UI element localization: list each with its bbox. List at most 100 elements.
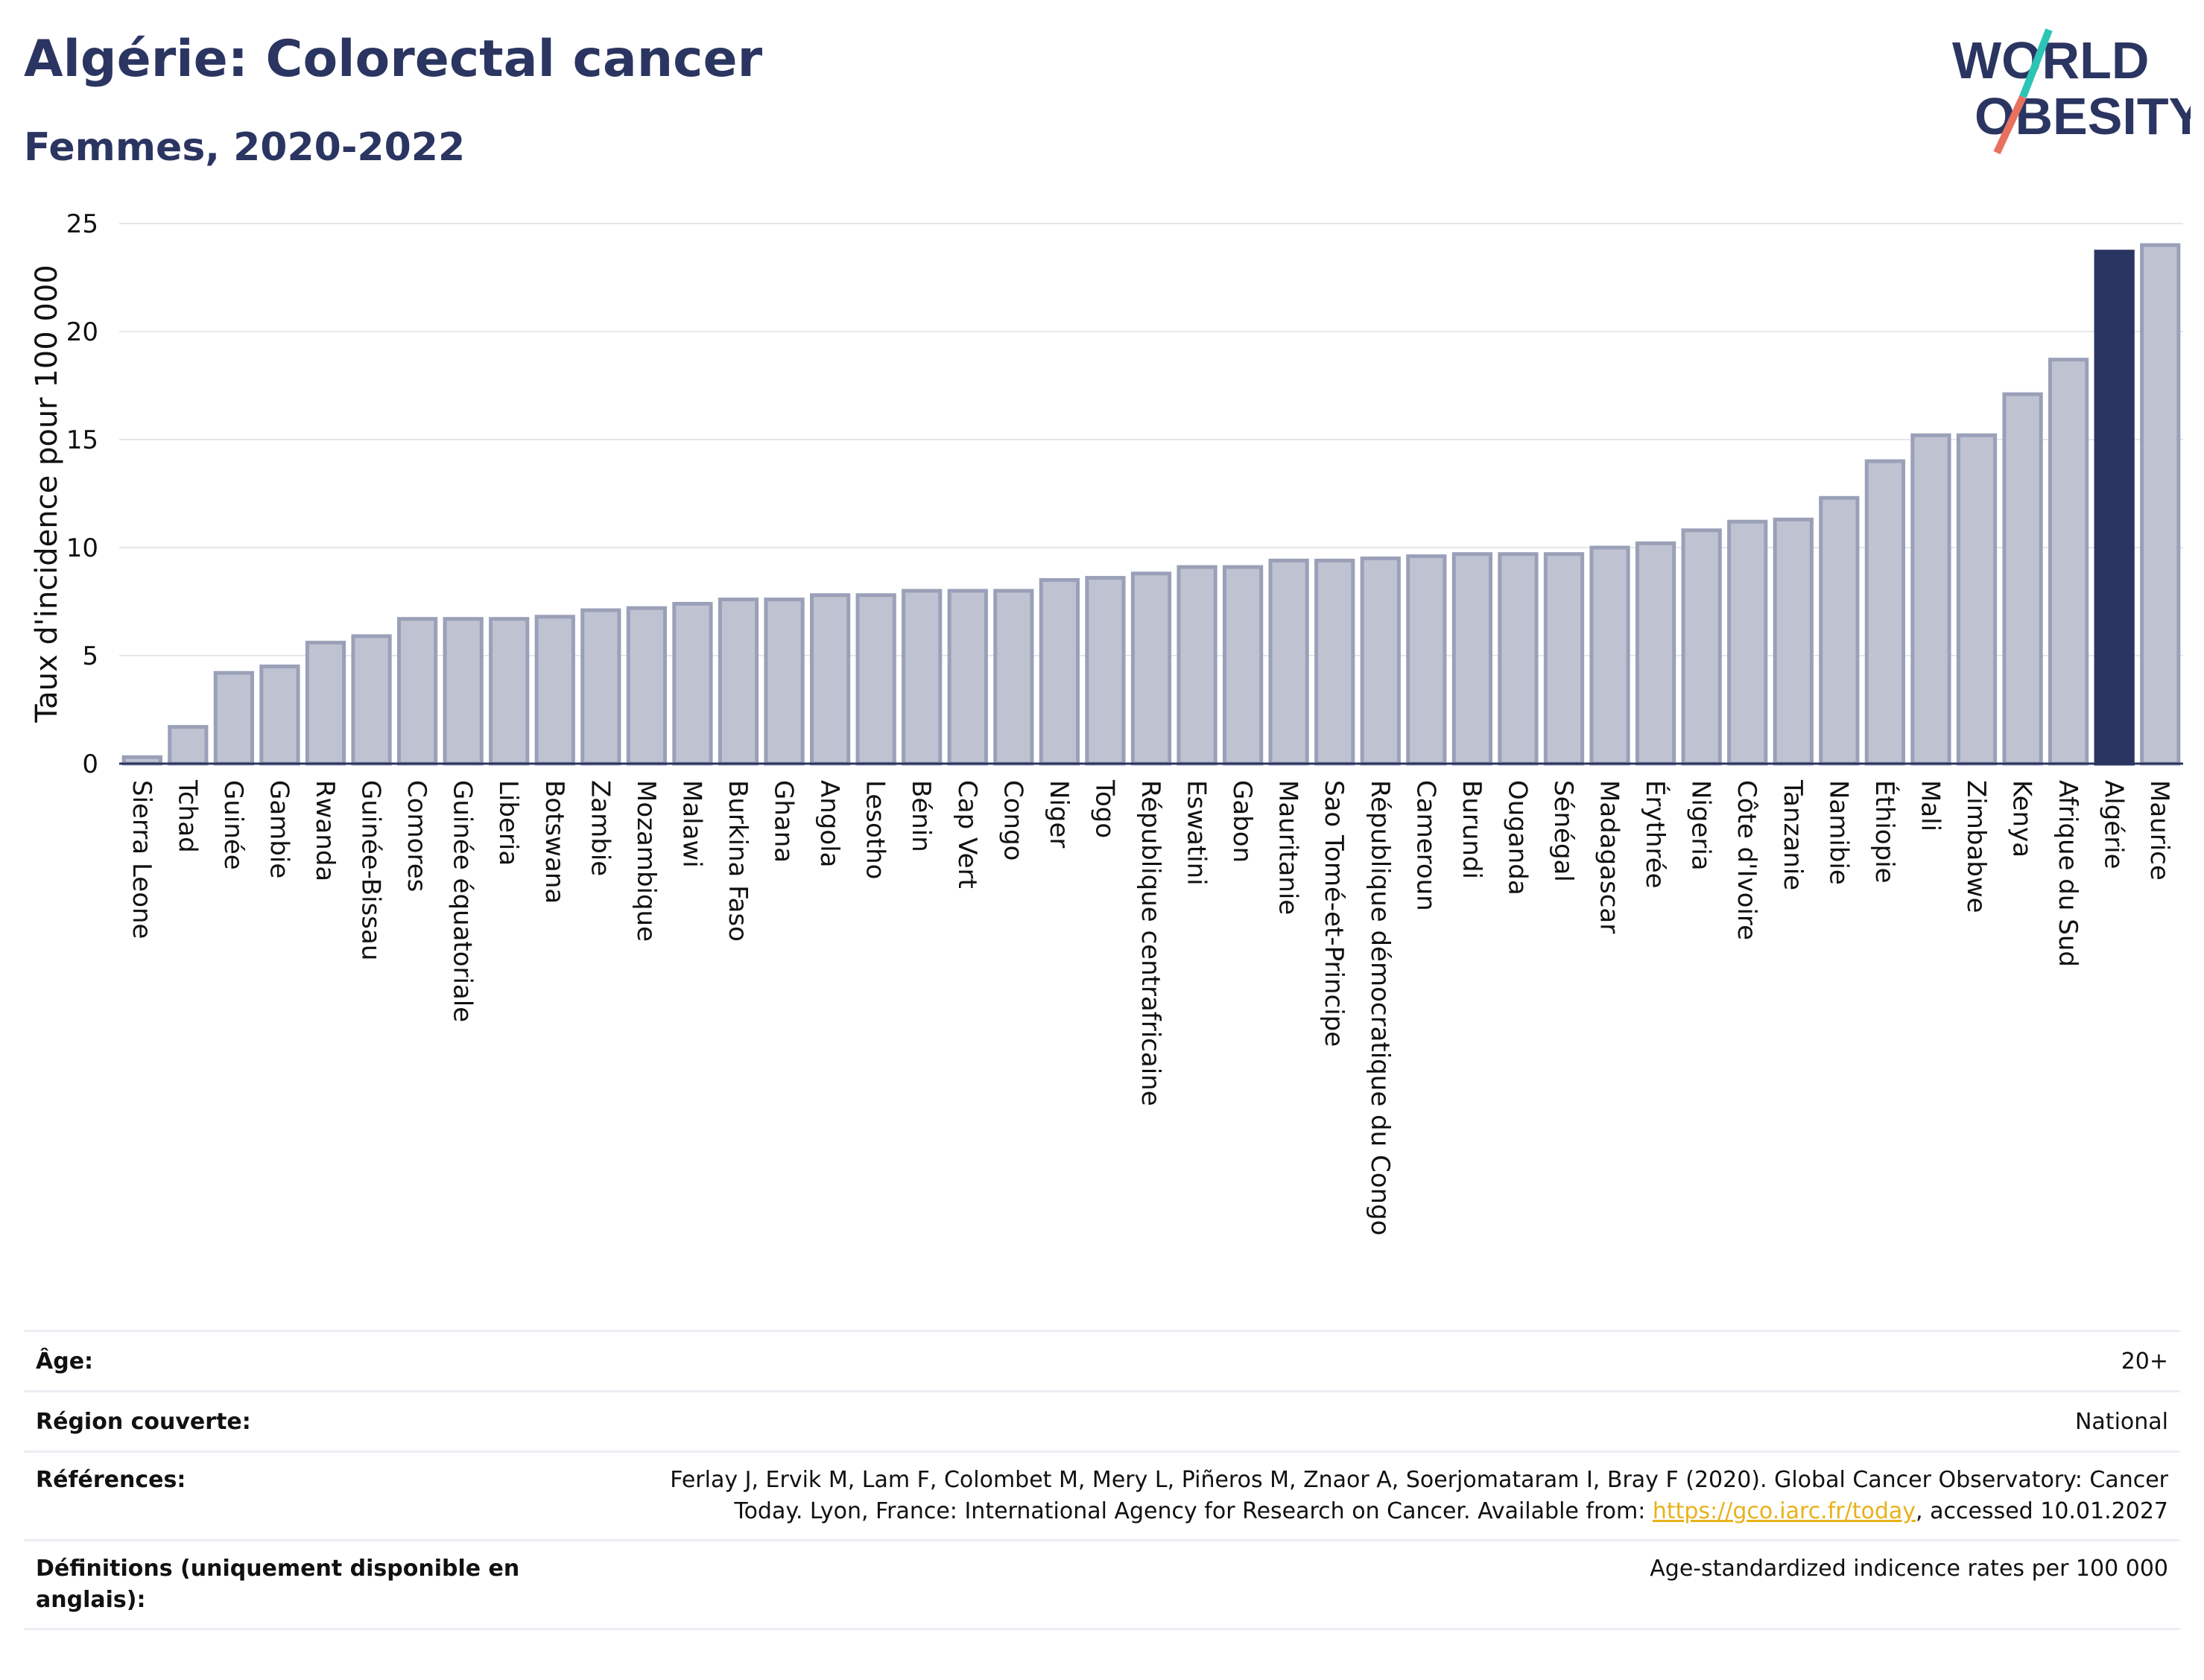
- x-tick-label: Burkina Faso: [723, 780, 753, 942]
- chart-title: Algérie: Colorectal cancer: [24, 30, 763, 89]
- x-tick-label: Nigeria: [1686, 780, 1716, 871]
- x-tick-label: Angola: [814, 780, 844, 867]
- x-tick-label: Maurice: [2144, 780, 2174, 881]
- bar-gambie: [259, 665, 300, 766]
- age-label: Âge:: [36, 1348, 94, 1375]
- bar-cameroun: [1406, 554, 1447, 766]
- world-obesity-logo: WORLD OBESITY: [1952, 28, 2191, 155]
- bar-eswatini: [1177, 565, 1217, 766]
- x-tick-label: République centrafricaine: [1136, 780, 1165, 1106]
- x-tick-label: Malawi: [677, 780, 706, 868]
- x-tick-label: Guinée: [218, 780, 248, 870]
- x-tick-label: Botswana: [539, 780, 569, 904]
- x-tick-label: Zambie: [585, 780, 615, 876]
- bar-r-publique-centrafricaine: [1130, 571, 1172, 766]
- bar--rythr-e: [1635, 541, 1676, 766]
- x-tick-label: Togo: [1089, 779, 1119, 838]
- x-tick-label: Mozambique: [631, 780, 661, 942]
- bar-comores: [396, 617, 438, 766]
- x-tick-label: Gabon: [1227, 780, 1257, 863]
- x-tick-label: Érythrée: [1640, 780, 1671, 889]
- x-tick-label: Éthiopie: [1869, 780, 1900, 884]
- x-tick-label: Cap Vert: [952, 780, 982, 889]
- bar-botswana: [534, 615, 575, 766]
- references-link[interactable]: https://gco.iarc.fr/today: [1652, 1498, 1916, 1524]
- bar-nigeria: [1681, 528, 1722, 766]
- references-text-2: Today. Lyon, France: International Agenc…: [734, 1498, 1646, 1524]
- x-tick-label: Mauritanie: [1273, 780, 1303, 915]
- meta-row-age: Âge: 20+: [24, 1330, 2180, 1390]
- metadata-table: Âge: 20+ Région couverte: National Référ…: [24, 1330, 2180, 1630]
- x-tick-label: Algérie: [2099, 780, 2129, 869]
- bar-congo: [993, 589, 1034, 766]
- age-value: 20+: [2121, 1348, 2168, 1375]
- region-value: National: [2074, 1408, 2168, 1435]
- bar-b-nin: [902, 589, 943, 766]
- x-tick-label: Madagascar: [1595, 780, 1624, 933]
- bar-namibie: [1819, 495, 1860, 766]
- x-tick-label: Sénégal: [1548, 780, 1578, 882]
- x-tick-label: Zimbabwe: [1961, 780, 1991, 913]
- bar-sao-tom-et-principe: [1314, 558, 1355, 766]
- meta-row-region: Région couverte: National: [24, 1390, 2180, 1451]
- references-text-3: , accessed 10.01.2027: [1916, 1498, 2168, 1524]
- bar-togo: [1085, 576, 1126, 766]
- bar-ouganda: [1498, 552, 1539, 766]
- logo-slash-teal: [2019, 28, 2053, 98]
- bar-mauritanie: [1268, 558, 1309, 766]
- x-tick-label: Gambie: [264, 780, 294, 878]
- meta-row-references: Références: Ferlay J, Ervik M, Lam F, Co…: [24, 1451, 2180, 1539]
- bar-madagascar: [1589, 545, 1630, 766]
- x-tick-label: Congo: [998, 780, 1027, 860]
- x-tick-label: République démocratique du Congo: [1365, 780, 1395, 1235]
- bar-alg-rie: [2094, 250, 2135, 766]
- x-tick-label: Guinée équatoriale: [448, 780, 478, 1022]
- bar-mali: [1910, 433, 1951, 766]
- bar-mozambique: [626, 606, 668, 766]
- bar-cap-vert: [947, 589, 988, 766]
- references-value: Ferlay J, Ervik M, Lam F, Colombet M, Me…: [554, 1465, 2180, 1527]
- definitions-value: Age-standardized indicence rates per 100…: [1650, 1556, 2168, 1582]
- bar-burkina-faso: [718, 597, 759, 766]
- y-tick-label: 5: [82, 641, 98, 671]
- bar-rwanda: [305, 641, 346, 766]
- bar-r-publique-d-mocratique-du-congo: [1360, 557, 1401, 766]
- y-tick-label: 15: [66, 425, 98, 455]
- x-tick-label: Lesotho: [861, 780, 890, 879]
- x-tick-label: Tanzanie: [1778, 779, 1808, 890]
- bar-zimbabwe: [1956, 433, 1998, 766]
- x-tick-label: Cameroun: [1410, 780, 1440, 911]
- x-tick-label: Eswatini: [1182, 780, 1212, 886]
- bar-guin-e-bissau: [351, 634, 392, 766]
- x-tick-label: Ghana: [769, 780, 799, 863]
- bar-maurice: [2140, 243, 2181, 766]
- x-tick-label: Liberia: [493, 780, 523, 866]
- bar-ghana: [764, 597, 805, 766]
- bar-lesotho: [855, 593, 896, 766]
- logo-slash-coral: [1993, 95, 2027, 155]
- y-tick-label: 0: [82, 749, 98, 779]
- y-tick-label: 20: [66, 317, 98, 347]
- bar-c-te-d-ivoire: [1727, 519, 1768, 766]
- x-tick-label: Tchad: [172, 779, 202, 853]
- references-text-1: Ferlay J, Ervik M, Lam F, Colombet M, Me…: [670, 1467, 2168, 1493]
- x-tick-label: Rwanda: [310, 780, 340, 881]
- x-tick-label: Bénin: [906, 780, 936, 852]
- bar-tanzanie: [1773, 517, 1814, 766]
- x-tick-label: Ouganda: [1502, 780, 1532, 896]
- bar-guin-e-quatoriale: [443, 617, 484, 766]
- bar-gabon: [1222, 565, 1264, 766]
- region-label: Région couverte:: [36, 1408, 251, 1435]
- x-tick-label: Côte d'Ivoire: [1732, 780, 1761, 940]
- x-tick-label: Comores: [402, 780, 431, 892]
- x-tick-label: Namibie: [1823, 780, 1853, 885]
- x-tick-label: Guinée-Bissau: [356, 780, 386, 960]
- chart-subtitle: Femmes, 2020-2022: [24, 125, 466, 170]
- bar-guin-e: [213, 671, 255, 766]
- logo-line1: WORLD: [1952, 31, 2149, 89]
- bar-liberia: [489, 617, 530, 766]
- x-tick-label: Sierra Leone: [127, 780, 156, 939]
- definitions-label: Définitions (uniquement disponible en an…: [36, 1556, 520, 1613]
- x-tick-label: Niger: [1044, 780, 1074, 848]
